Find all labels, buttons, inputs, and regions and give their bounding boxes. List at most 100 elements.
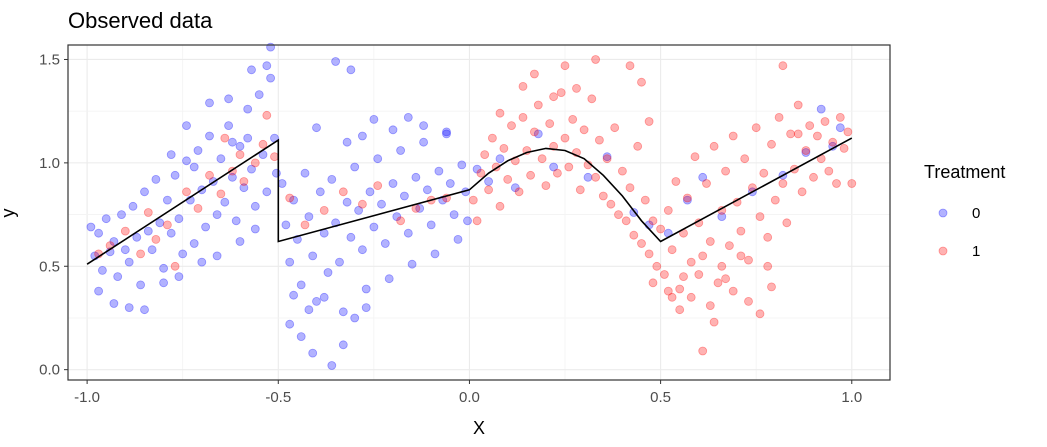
data-point-treatment-0 bbox=[403, 228, 413, 238]
data-point-treatment-1 bbox=[744, 255, 753, 265]
data-point-treatment-0 bbox=[315, 187, 325, 197]
data-point-treatment-0 bbox=[342, 137, 352, 147]
data-point-treatment-0 bbox=[399, 191, 409, 201]
data-point-treatment-0 bbox=[262, 61, 272, 71]
data-point-treatment-1 bbox=[675, 284, 685, 294]
chart-title: Observed data bbox=[68, 8, 213, 33]
data-point-treatment-1 bbox=[824, 166, 834, 176]
y-tick-label: 1.5 bbox=[39, 51, 60, 68]
data-point-treatment-1 bbox=[556, 88, 566, 97]
data-point-treatment-0 bbox=[162, 195, 172, 205]
x-tick-label: 0.5 bbox=[650, 389, 671, 406]
x-tick-label: 0.0 bbox=[459, 389, 480, 406]
x-tick-label: 1.0 bbox=[841, 389, 862, 406]
data-point-treatment-0 bbox=[132, 232, 142, 242]
data-point-treatment-0 bbox=[235, 237, 245, 246]
data-point-treatment-0 bbox=[140, 305, 149, 315]
data-point-treatment-0 bbox=[109, 299, 119, 308]
data-point-treatment-1 bbox=[652, 261, 662, 271]
data-point-treatment-1 bbox=[193, 203, 203, 213]
data-point-treatment-1 bbox=[503, 174, 513, 184]
data-point-treatment-0 bbox=[212, 210, 222, 220]
data-point-treatment-1 bbox=[468, 195, 478, 205]
data-point-treatment-1 bbox=[120, 226, 130, 236]
data-point-treatment-0 bbox=[289, 195, 299, 205]
y-tick-label: 0.5 bbox=[39, 258, 60, 275]
data-point-treatment-1 bbox=[839, 143, 849, 153]
data-point-treatment-0 bbox=[174, 214, 184, 224]
data-point-treatment-1 bbox=[698, 346, 708, 356]
data-point-treatment-0 bbox=[342, 197, 352, 207]
data-point-treatment-0 bbox=[369, 115, 379, 124]
data-point-treatment-0 bbox=[304, 212, 314, 222]
data-point-treatment-1 bbox=[671, 177, 681, 186]
data-point-treatment-0 bbox=[140, 187, 149, 197]
data-point-treatment-0 bbox=[312, 296, 321, 306]
data-point-treatment-0 bbox=[304, 305, 314, 315]
data-point-treatment-0 bbox=[411, 172, 421, 182]
data-point-treatment-0 bbox=[178, 249, 188, 259]
data-point-treatment-0 bbox=[338, 307, 348, 317]
data-point-treatment-1 bbox=[587, 94, 597, 104]
data-point-treatment-1 bbox=[170, 261, 180, 271]
data-point-treatment-1 bbox=[786, 129, 795, 139]
data-point-treatment-0 bbox=[296, 280, 306, 290]
data-point-treatment-1 bbox=[763, 232, 773, 242]
data-point-treatment-0 bbox=[380, 239, 390, 248]
data-point-treatment-0 bbox=[250, 201, 260, 211]
data-point-treatment-0 bbox=[166, 228, 176, 238]
data-point-treatment-0 bbox=[463, 216, 472, 226]
data-point-treatment-1 bbox=[495, 108, 505, 118]
data-point-treatment-0 bbox=[388, 179, 398, 188]
data-point-treatment-0 bbox=[281, 220, 291, 230]
data-point-treatment-0 bbox=[94, 286, 103, 296]
data-point-treatment-1 bbox=[702, 179, 711, 188]
data-point-treatment-0 bbox=[113, 272, 123, 282]
data-point-treatment-1 bbox=[300, 220, 310, 230]
data-point-treatment-1 bbox=[683, 193, 692, 203]
data-point-treatment-1 bbox=[143, 208, 153, 217]
data-point-treatment-0 bbox=[510, 183, 520, 193]
data-point-treatment-1 bbox=[705, 237, 715, 246]
data-point-treatment-1 bbox=[667, 292, 677, 302]
data-point-treatment-0 bbox=[308, 348, 318, 358]
data-point-treatment-1 bbox=[675, 305, 685, 315]
data-point-treatment-0 bbox=[124, 257, 134, 267]
data-point-treatment-1 bbox=[740, 154, 750, 164]
data-point-treatment-0 bbox=[285, 319, 295, 329]
data-point-treatment-0 bbox=[312, 123, 321, 133]
data-point-treatment-1 bbox=[767, 139, 776, 149]
data-point-treatment-0 bbox=[205, 131, 214, 141]
legend-label-1: 1 bbox=[972, 243, 980, 260]
data-point-treatment-0 bbox=[94, 228, 103, 238]
data-point-treatment-1 bbox=[736, 226, 746, 236]
data-point-treatment-1 bbox=[648, 216, 658, 226]
data-point-treatment-1 bbox=[564, 162, 574, 172]
data-point-treatment-0 bbox=[419, 137, 429, 147]
data-point-treatment-1 bbox=[713, 278, 723, 288]
data-point-treatment-0 bbox=[201, 222, 211, 232]
data-point-treatment-1 bbox=[721, 166, 730, 176]
data-point-treatment-0 bbox=[266, 73, 276, 83]
data-point-treatment-0 bbox=[602, 152, 612, 162]
data-point-treatment-0 bbox=[457, 160, 467, 170]
data-point-treatment-1 bbox=[270, 152, 279, 162]
data-point-treatment-0 bbox=[120, 245, 130, 255]
legend-label-0: 0 bbox=[972, 205, 980, 222]
data-point-treatment-1 bbox=[644, 117, 654, 126]
data-point-treatment-1 bbox=[476, 168, 486, 178]
data-point-treatment-1 bbox=[537, 154, 547, 164]
data-point-treatment-1 bbox=[782, 218, 792, 228]
data-point-treatment-1 bbox=[797, 187, 807, 197]
data-point-treatment-0 bbox=[243, 104, 253, 114]
data-point-treatment-0 bbox=[377, 199, 386, 209]
data-point-treatment-0 bbox=[327, 361, 337, 370]
data-point-treatment-1 bbox=[637, 239, 646, 248]
x-tick-label: -0.5 bbox=[265, 389, 291, 406]
data-point-treatment-1 bbox=[579, 125, 589, 135]
data-point-treatment-0 bbox=[296, 332, 306, 342]
data-point-treatment-0 bbox=[373, 154, 383, 164]
data-point-treatment-1 bbox=[614, 210, 623, 220]
data-point-treatment-1 bbox=[239, 177, 249, 186]
data-point-treatment-0 bbox=[407, 259, 417, 269]
